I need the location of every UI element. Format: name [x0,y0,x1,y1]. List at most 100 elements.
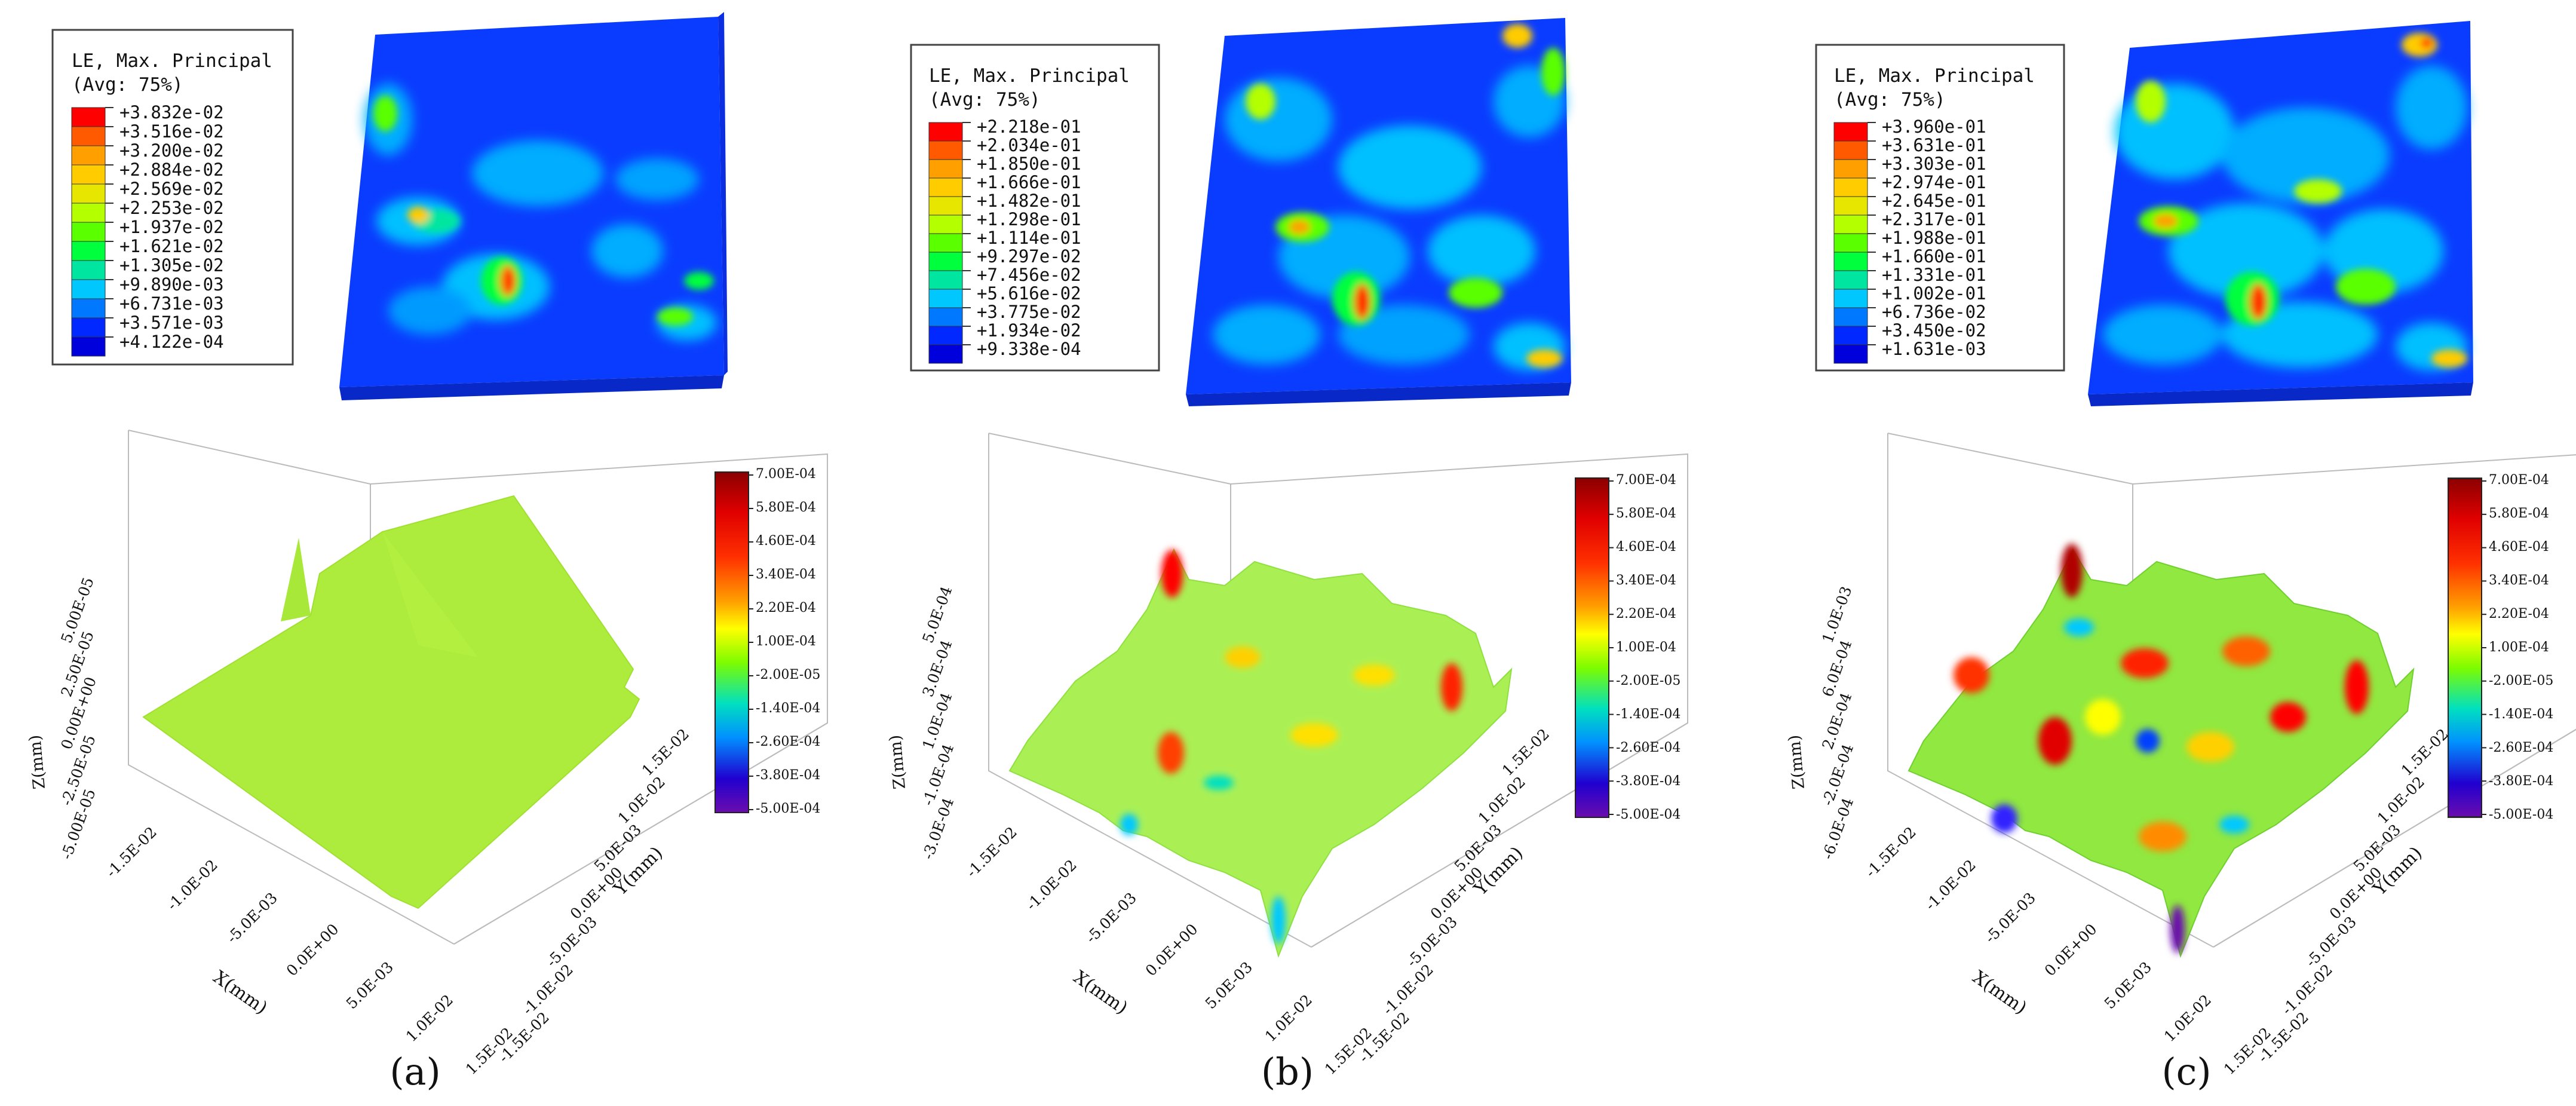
surface-plot-b: 5.0E-04 3.0E-04 1.0E-04 -1.0E-04 -3.0E-0… [886,433,1688,1078]
legend-title: LE, Max. Principal [1834,65,2035,87]
colorbar-label: -1.40E-04 [1616,707,1680,722]
x-tick: 0.0E+00 [283,920,342,979]
colorbar-label: 5.80E-04 [1616,506,1676,521]
panel-b: LE, Max. Principal (Avg: 75%) +2.218e-01… [886,18,1688,1093]
colorbar-label: 4.60E-04 [756,534,816,549]
legend-value: +3.775e-02 [977,302,1081,322]
legend-value: +3.200e-02 [119,140,224,161]
legend-swatch [1833,140,1868,160]
colorbar-label: -5.00E-04 [1616,807,1680,822]
z-tick: 5.0E-04 [919,584,955,645]
colorbar-label: 3.40E-04 [756,567,816,582]
legend-swatch [928,159,963,179]
panel-label: (a) [390,1050,440,1093]
legend-value: +1.482e-01 [977,191,1081,211]
colorbar-ticks [1609,480,1614,815]
legend-swatch [71,183,106,204]
x-tick: -1.0E-02 [164,856,221,914]
legend-value: +1.621e-02 [119,236,224,256]
legend-value: +1.666e-01 [977,172,1081,192]
legend-value: +9.338e-04 [977,339,1081,359]
colorbar-label: 5.80E-04 [2489,506,2549,521]
legend-value: +1.934e-02 [977,320,1081,341]
legend-swatch [1833,196,1868,216]
legend-value: +2.884e-02 [119,160,224,180]
x-tick: -5.0E-03 [1982,889,2039,946]
colorbar-label: -2.00E-05 [1616,673,1680,688]
x-axis-label: X(mm) [209,967,271,1019]
z-tick: 2.0E-04 [1818,690,1855,752]
legend-value: +3.516e-02 [119,121,224,142]
contour-legend: LE, Max. Principal (Avg: 75%) +3.960e-01… [1815,44,2065,372]
legend-value: +1.937e-02 [119,217,224,237]
y-tick: 1.5E-02 [639,725,692,779]
y-tick: 1.0E-02 [2374,773,2428,827]
legend-swatch [928,122,963,142]
legend-swatch [71,260,106,280]
legend-swatch [928,215,963,234]
colorbar-label: -1.40E-04 [2489,707,2553,722]
y-tick: 1.0E-02 [615,773,668,827]
legend-value: +7.456e-02 [977,265,1081,285]
fe-contour-block [2088,21,2473,406]
colorbar-label: 2.20E-04 [1616,606,1676,621]
x-axis-label: X(mm) [1069,967,1131,1019]
colorbar-label: -2.60E-04 [2489,740,2553,755]
legend-value: +2.317e-01 [1882,209,1986,229]
legend-swatch [1833,122,1868,142]
x-tick: -1.5E-02 [1862,823,1919,881]
x-tick: -5.0E-03 [223,889,281,946]
legend-value: +3.571e-03 [119,313,224,333]
colorbar-label: -3.80E-04 [1616,774,1680,789]
legend-value: +1.850e-01 [977,154,1081,174]
y-tick: -5.0E-03 [2302,913,2360,970]
legend-swatch [1833,177,1868,197]
x-tick: -1.0E-02 [1922,856,1979,914]
legend-swatch [71,317,106,338]
colorbar-label: 1.00E-04 [2489,640,2549,655]
legend-swatch [71,279,106,299]
colorbar-label: -2.60E-04 [756,734,820,749]
x-axis-label: X(mm) [1968,967,2030,1019]
colorbar-label: 7.00E-04 [2489,473,2549,488]
surface [1908,548,2415,958]
legend-swatch [71,145,106,166]
colorbar-label: 3.40E-04 [2489,573,2549,588]
y-tick: 1.0E-02 [1475,773,1529,827]
legend-subtitle: (Avg: 75%) [1834,89,1946,111]
legend-swatches [928,122,971,364]
colorbar-ticks [749,474,753,810]
contour-legend: LE, Max. Principal (Avg: 75%) +3.832e-02… [51,29,294,366]
legend-swatch [71,298,106,318]
legend-swatch [928,289,963,308]
x-tick: 1.0E-02 [2161,991,2215,1045]
legend-value: +4.122e-04 [119,332,224,352]
legend-value: +3.450e-02 [1882,320,1986,341]
legend-value: +1.305e-02 [119,255,224,275]
legend-swatch [1833,344,1868,364]
legend-value: +2.569e-02 [119,179,224,199]
z-tick: -3.0E-04 [919,795,957,862]
legend-value: +1.660e-01 [1882,246,1986,266]
legend-swatch [1833,289,1868,308]
legend-values: +3.832e-02 +3.516e-02 +3.200e-02 +2.884e… [119,102,224,352]
x-tick: 0.0E+00 [2041,920,2100,979]
legend-swatch [928,270,963,290]
x-tick: 5.0E-03 [343,958,397,1012]
legend-value: +1.331e-01 [1882,265,1986,285]
legend-value: +6.736e-02 [1882,302,1986,322]
legend-swatch [928,252,963,271]
y-tick: -1.0E-02 [2278,961,2336,1018]
x-tick: 0.0E+00 [1142,920,1201,979]
x-tick: 1.0E-02 [1262,991,1315,1045]
z-axis-label: Z(mm) [886,734,909,790]
y-tick: 0.0E+00 [2326,863,2385,923]
legend-value: +2.034e-01 [977,135,1081,155]
colorbar-label: -2.00E-05 [756,667,820,682]
x-tick: -1.5E-02 [103,823,160,881]
legend-value: +9.297e-02 [977,246,1081,266]
fe-contour-block [1186,18,1571,406]
x-tick: 1.0E-02 [403,991,456,1045]
panel-label: (b) [1261,1050,1314,1093]
colorbar-ticks [2482,480,2486,815]
